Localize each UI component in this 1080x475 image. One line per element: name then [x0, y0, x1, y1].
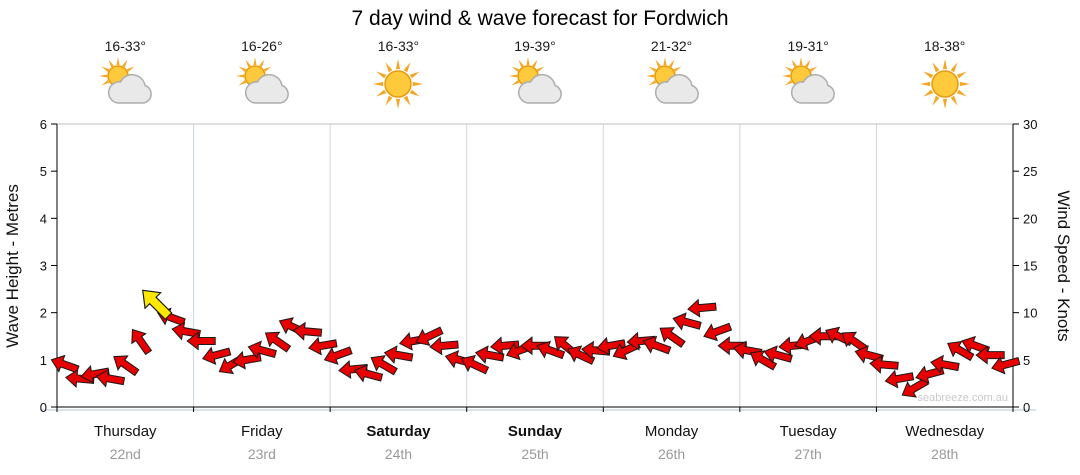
day-date-label: 24th — [385, 446, 412, 462]
wind-arrow — [626, 331, 656, 351]
wind-arrow — [323, 346, 353, 365]
day-date-label: 25th — [521, 446, 548, 462]
wind-arrow — [841, 331, 868, 353]
wind-arrow — [415, 326, 444, 346]
day-summary: 18-38° — [900, 38, 990, 116]
wind-arrow — [854, 345, 884, 364]
watermark: seabreeze.com.au — [918, 392, 1009, 404]
wind-arrow — [749, 350, 778, 371]
day-summary: 19-39° — [490, 38, 580, 116]
day-name-label: Friday — [241, 423, 283, 440]
right-axis-label: Wind Speed - Knots — [1054, 190, 1073, 341]
wind-arrow — [383, 345, 414, 365]
day-summary: 21-32° — [627, 38, 717, 116]
temperature-range: 16-26° — [241, 38, 283, 54]
wind-arrow — [961, 335, 991, 355]
right-tick-label: 30 — [1023, 117, 1037, 132]
wind-arrow — [264, 331, 292, 353]
day-summary: 16-33° — [353, 38, 443, 116]
wind-arrow — [429, 336, 459, 356]
day-name-label: Saturday — [366, 423, 431, 440]
wind-arrow — [247, 340, 277, 359]
wind-arrow — [113, 355, 140, 377]
right-tick-label: 5 — [1023, 353, 1030, 368]
partly-cloudy-icon — [779, 57, 837, 111]
day-date-label: 27th — [795, 446, 822, 462]
chart-plot-area: 0 1 2 3 4 5 6 0 5 10 15 20 25 30 Thursday 22nd Friday 23r… — [40, 117, 1038, 462]
wind-arrow — [596, 336, 626, 356]
wind-arrow — [991, 356, 1021, 375]
left-tick-label: 1 — [40, 353, 47, 368]
temperature-range: 21-32° — [650, 38, 693, 54]
left-axis-label: Wave Height - Metres — [3, 184, 22, 348]
wind-arrow — [131, 328, 153, 356]
day-name-label: Tuesday — [780, 423, 837, 440]
day-name-label: Thursday — [94, 423, 157, 440]
right-tick-label: 20 — [1023, 211, 1037, 226]
right-tick-label: 25 — [1023, 164, 1037, 179]
wind-arrow — [50, 354, 80, 374]
wind-arrow — [642, 335, 672, 355]
wind-arrow — [460, 354, 490, 375]
left-tick-label: 2 — [40, 306, 47, 321]
wind-arrow — [869, 354, 899, 374]
wind-arrow — [370, 355, 398, 376]
wind-arrow — [95, 368, 126, 388]
temperature-range: 16-33° — [104, 38, 146, 54]
partly-cloudy-icon — [96, 57, 154, 111]
left-tick-label: 0 — [40, 400, 47, 415]
temperature-range: 19-31° — [787, 38, 829, 54]
wind-arrow — [80, 365, 110, 384]
temperature-range: 16-33° — [377, 38, 420, 54]
wind-arrow — [186, 331, 216, 351]
page-title: 7 day wind & wave forecast for Fordwich — [351, 7, 729, 30]
day-date-label: 28th — [931, 446, 958, 462]
partly-cloudy-icon — [643, 57, 701, 111]
wind-arrow — [338, 360, 368, 379]
partly-cloudy-icon — [506, 57, 564, 111]
right-tick-label: 15 — [1023, 259, 1037, 274]
wind-arrow — [703, 322, 733, 342]
temperature-range: 18-38° — [924, 38, 966, 54]
wind-arrow — [717, 336, 747, 356]
wind-arrow — [171, 321, 201, 341]
right-tick-label: 0 — [1023, 400, 1030, 415]
wind-arrow — [201, 346, 232, 365]
left-tick-label: 4 — [40, 211, 47, 226]
wind-arrow — [687, 298, 717, 318]
temperature-range: 19-39° — [514, 38, 556, 54]
sunny-icon — [369, 57, 427, 111]
wind-arrow — [763, 345, 793, 364]
wind-arrow — [353, 364, 384, 383]
wind-arrow-highlight — [142, 289, 173, 321]
day-date-label: 23rd — [248, 446, 276, 462]
day-date-label: 22nd — [110, 446, 141, 462]
partly-cloudy-icon — [233, 57, 291, 111]
day-name-label: Monday — [645, 423, 699, 440]
right-tick-label: 10 — [1023, 306, 1037, 321]
wind-arrow — [975, 345, 1005, 365]
wind-arrow — [930, 354, 960, 374]
wind-arrow — [489, 336, 520, 356]
wind-arrow — [672, 312, 702, 331]
left-tick-label: 3 — [40, 259, 47, 274]
wind-arrow — [947, 340, 975, 362]
left-tick-label: 5 — [40, 164, 47, 179]
wind-arrow — [308, 336, 338, 356]
wind-arrow — [536, 340, 566, 360]
left-tick-label: 6 — [40, 117, 47, 132]
day-summary: 16-33° — [80, 38, 170, 116]
wind-arrow — [292, 321, 323, 341]
wind-arrow — [659, 327, 686, 348]
day-date-label: 26th — [658, 446, 685, 462]
day-summary: 19-31° — [763, 38, 853, 116]
wind-arrow — [884, 369, 915, 389]
day-name-label: Sunday — [508, 423, 563, 440]
day-summary: 16-26° — [217, 38, 307, 116]
sunny-icon — [916, 57, 974, 111]
day-name-label: Wednesday — [905, 423, 984, 440]
